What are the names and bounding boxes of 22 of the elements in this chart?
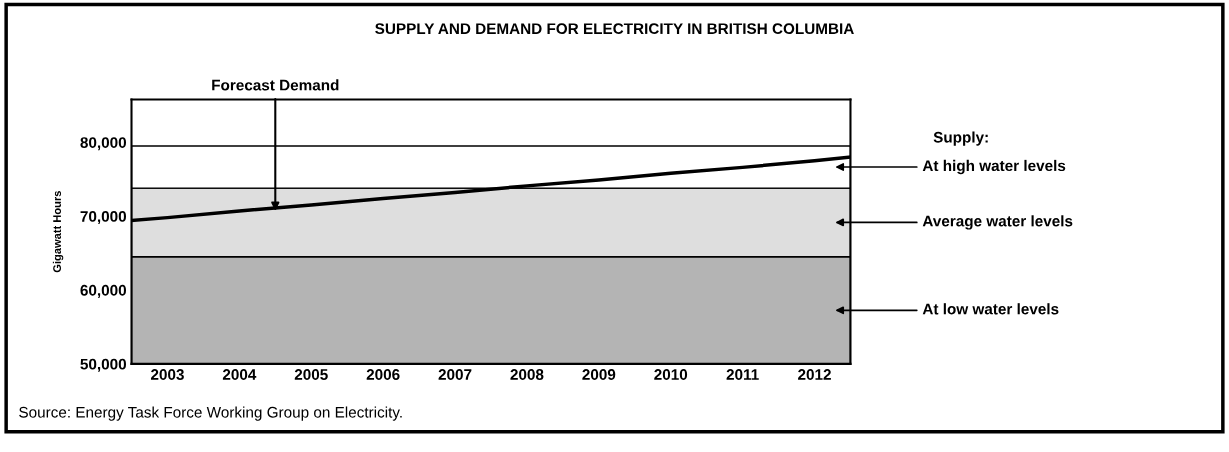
legend-title: Supply: [933,131,988,146]
x-tick-label: 2012 [798,369,831,380]
chart-title: SUPPLY AND DEMAND FOR ELECTRICITY IN BRITISH COLUMBIA [375,23,854,35]
x-tick-label: 2005 [294,369,328,380]
x-tick-label: 2011 [726,369,759,380]
band-label: At low water levels [922,303,1059,315]
x-tick-label: 2006 [366,369,400,380]
x-tick-label: 2004 [222,369,257,380]
y-tick-label: 60,000 [80,284,127,298]
y-tick-label: 50,000 [80,358,127,372]
y-tick-label: 80,000 [80,137,127,151]
band-label: At high water levels [922,159,1066,175]
y-axis-title: Gigawatt Hours [52,191,64,273]
source-note: Source: Energy Task Force Working Group on Electricity. [19,406,402,421]
x-tick-label: 2007 [438,369,472,380]
x-tick-label: 2008 [510,369,544,380]
y-tick-label: 70,000 [80,211,127,225]
x-tick-label: 2003 [150,369,184,380]
annotation: Forecast Demand [212,79,339,91]
band-label: Average water levels [922,215,1073,230]
x-tick-label: 2010 [654,369,688,380]
x-tick-label: 2009 [582,369,616,380]
